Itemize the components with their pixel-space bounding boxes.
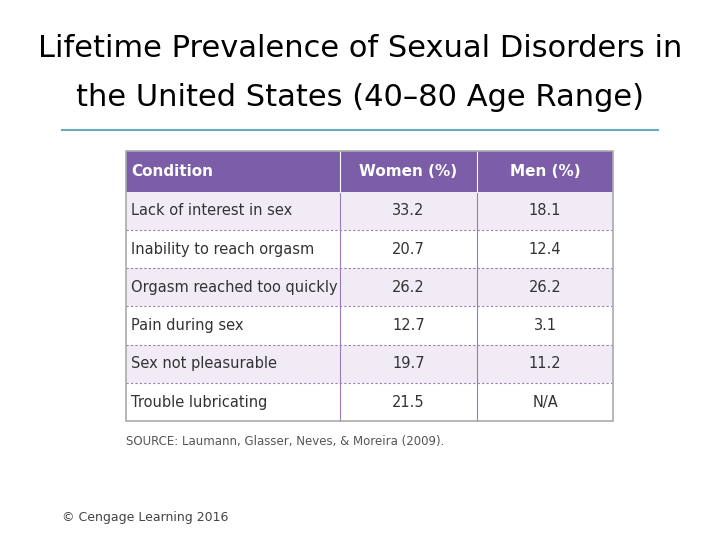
Text: N/A: N/A xyxy=(532,395,558,409)
Text: 21.5: 21.5 xyxy=(392,395,425,409)
Text: Lack of interest in sex: Lack of interest in sex xyxy=(132,204,292,218)
Text: 12.4: 12.4 xyxy=(528,241,562,256)
Text: 33.2: 33.2 xyxy=(392,204,425,218)
Text: Pain during sex: Pain during sex xyxy=(132,318,244,333)
Text: 12.7: 12.7 xyxy=(392,318,425,333)
FancyBboxPatch shape xyxy=(125,306,613,345)
Text: the United States (40–80 Age Range): the United States (40–80 Age Range) xyxy=(76,83,644,112)
Text: © Cengage Learning 2016: © Cengage Learning 2016 xyxy=(62,511,228,524)
Text: Condition: Condition xyxy=(132,164,213,179)
Text: 11.2: 11.2 xyxy=(528,356,562,372)
FancyBboxPatch shape xyxy=(125,268,613,306)
Text: 26.2: 26.2 xyxy=(528,280,562,295)
FancyBboxPatch shape xyxy=(125,192,613,230)
Text: 19.7: 19.7 xyxy=(392,356,425,372)
Text: Women (%): Women (%) xyxy=(359,164,458,179)
Text: 26.2: 26.2 xyxy=(392,280,425,295)
Text: 20.7: 20.7 xyxy=(392,241,425,256)
Text: Trouble lubricating: Trouble lubricating xyxy=(132,395,268,409)
Text: Sex not pleasurable: Sex not pleasurable xyxy=(132,356,277,372)
Text: Orgasm reached too quickly: Orgasm reached too quickly xyxy=(132,280,338,295)
Text: Lifetime Prevalence of Sexual Disorders in: Lifetime Prevalence of Sexual Disorders … xyxy=(38,34,682,63)
Text: Inability to reach orgasm: Inability to reach orgasm xyxy=(132,241,315,256)
Text: 18.1: 18.1 xyxy=(529,204,562,218)
FancyBboxPatch shape xyxy=(125,230,613,268)
Text: 3.1: 3.1 xyxy=(534,318,557,333)
Text: Men (%): Men (%) xyxy=(510,164,580,179)
FancyBboxPatch shape xyxy=(125,383,613,421)
Text: SOURCE: Laumann, Glasser, Neves, & Moreira (2009).: SOURCE: Laumann, Glasser, Neves, & Morei… xyxy=(125,435,444,448)
FancyBboxPatch shape xyxy=(125,151,613,192)
FancyBboxPatch shape xyxy=(125,345,613,383)
